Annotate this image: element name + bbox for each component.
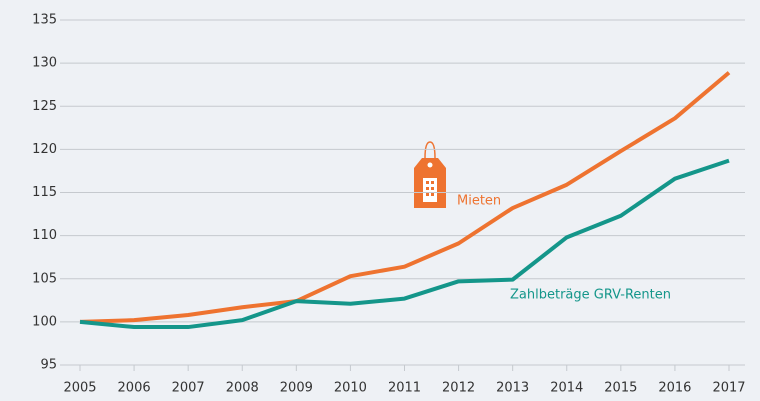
series-line bbox=[79, 158, 730, 330]
series-line bbox=[79, 71, 731, 324]
rent-icon bbox=[414, 141, 446, 208]
x-tick-label: 2013 bbox=[496, 381, 529, 396]
series-label: Mieten bbox=[457, 194, 501, 209]
y-tick-label: 100 bbox=[32, 314, 57, 329]
y-tick-label: 120 bbox=[32, 142, 57, 157]
y-tick-label: 95 bbox=[40, 358, 57, 373]
y-tick-label: 105 bbox=[32, 271, 57, 286]
x-tick-label: 2014 bbox=[550, 381, 583, 396]
x-tick-label: 2011 bbox=[388, 381, 421, 396]
x-tick-label: 2005 bbox=[63, 381, 96, 396]
y-tick-label: 115 bbox=[32, 185, 57, 200]
y-tick-label: 125 bbox=[32, 99, 57, 114]
x-tick-label: 2007 bbox=[172, 381, 205, 396]
x-tick-label: 2006 bbox=[118, 381, 151, 396]
y-tick-label: 135 bbox=[32, 13, 57, 28]
x-tick-label: 2009 bbox=[280, 381, 313, 396]
x-tick-label: 2012 bbox=[442, 381, 475, 396]
y-tick-label: 110 bbox=[32, 228, 57, 243]
x-tick-label: 2015 bbox=[604, 381, 637, 396]
y-tick-label: 130 bbox=[32, 56, 57, 71]
x-tick-label: 2016 bbox=[658, 381, 691, 396]
x-tick-label: 2017 bbox=[712, 381, 745, 396]
x-tick-label: 2010 bbox=[334, 381, 367, 396]
series-label: Zahlbeträge GRV-Renten bbox=[510, 288, 671, 303]
x-tick-label: 2008 bbox=[226, 381, 259, 396]
